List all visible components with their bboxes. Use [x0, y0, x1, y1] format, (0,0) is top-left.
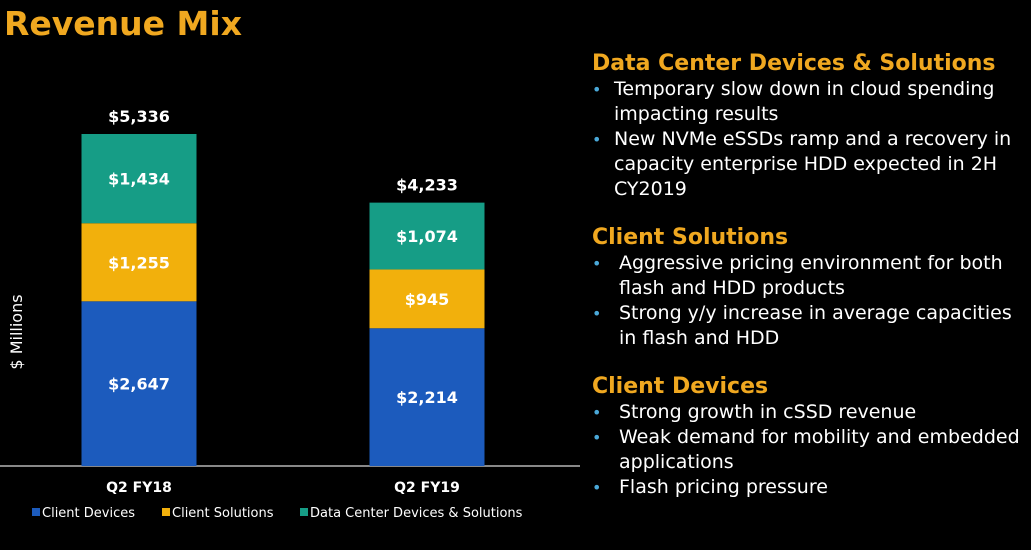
- legend-label: Data Center Devices & Solutions: [310, 506, 523, 521]
- data-label: $1,434: [108, 170, 170, 189]
- data-label: $1,074: [396, 227, 458, 246]
- bullet-text: Temporary slow down in cloud spending im…: [614, 78, 995, 125]
- bar-segment-data-center-devices-solutions: [369, 202, 485, 270]
- legend-label: Client Devices: [42, 506, 135, 521]
- total-label: $4,233: [396, 176, 458, 195]
- y-axis-label: $ Millions: [7, 294, 26, 369]
- bullet-item: • Strong growth in cSSD revenue: [592, 400, 1028, 425]
- bullet-list: • Aggressive pricing environment for both…: [592, 251, 1028, 351]
- bullet-item: • Temporary slow down in cloud spending i…: [592, 77, 1028, 127]
- legend-swatch: [32, 508, 40, 516]
- category-label: Q2 FY19: [394, 480, 460, 496]
- bullet-text: New NVMe eSSDs ramp and a recovery in ca…: [614, 128, 1012, 200]
- bullet-icon: •: [592, 130, 602, 149]
- bar-segment-client-solutions: [81, 223, 197, 302]
- bullet-list: • Strong growth in cSSD revenue • Weak dem…: [592, 400, 1028, 500]
- bullet-list: • Temporary slow down in cloud spending i…: [592, 77, 1028, 202]
- bullet-item: • Weak demand for mobility and embedded a…: [592, 425, 1028, 475]
- bullet-item: • Flash pricing pressure: [592, 475, 1028, 500]
- bullet-item: • Aggressive pricing environment for both…: [592, 251, 1028, 301]
- bullet-icon: •: [592, 254, 602, 273]
- section-title: Data Center Devices & Solutions: [592, 51, 996, 76]
- data-label: $2,214: [396, 388, 458, 407]
- section-client-devices: Client Devices • Strong growth in cSSD re…: [592, 373, 1028, 500]
- total-label: $5,336: [108, 107, 170, 126]
- bar-segment-client-devices: [81, 301, 197, 466]
- bullet-text: Flash pricing pressure: [619, 476, 828, 498]
- legend-label: Client Solutions: [172, 506, 274, 521]
- bullet-text: Strong y/y increase in average capacitie…: [619, 302, 1012, 349]
- commentary-panel: Data Center Devices & Solutions • Tempora…: [592, 50, 1028, 522]
- data-label: $945: [405, 290, 450, 309]
- bullet-icon: •: [592, 80, 602, 99]
- bullet-item: • New NVMe eSSDs ramp and a recovery in c…: [592, 127, 1028, 202]
- bullet-text: Aggressive pricing environment for both …: [619, 252, 1003, 299]
- legend-swatch: [300, 508, 308, 516]
- section-client-solutions: Client Solutions • Aggressive pricing env…: [592, 224, 1028, 351]
- section-title: Client Devices: [592, 374, 769, 399]
- bar-segment-client-devices: [369, 328, 485, 466]
- bullet-icon: •: [592, 403, 602, 422]
- section-title: Client Solutions: [592, 225, 789, 250]
- bullet-text: Strong growth in cSSD revenue: [619, 401, 917, 423]
- page-title: Revenue Mix: [4, 4, 242, 43]
- bullet-icon: •: [592, 304, 602, 323]
- legend-swatch: [162, 508, 170, 516]
- section-data-center: Data Center Devices & Solutions • Tempora…: [592, 50, 1028, 202]
- bar-segment-data-center-devices-solutions: [81, 134, 197, 224]
- bar-segment-client-solutions: [369, 269, 485, 329]
- data-label: $2,647: [108, 375, 170, 394]
- revenue-chart: $ Millions $2,647 $1,255 $1,434 $5,336 Q2 FY1…: [0, 107, 580, 521]
- bullet-icon: •: [592, 478, 602, 497]
- bullet-icon: •: [592, 428, 602, 447]
- data-label: $1,255: [108, 253, 170, 272]
- category-label: Q2 FY18: [106, 480, 172, 496]
- bullet-item: • Strong y/y increase in average capaciti…: [592, 301, 1028, 351]
- bullet-text: Weak demand for mobility and embedded ap…: [619, 426, 1020, 473]
